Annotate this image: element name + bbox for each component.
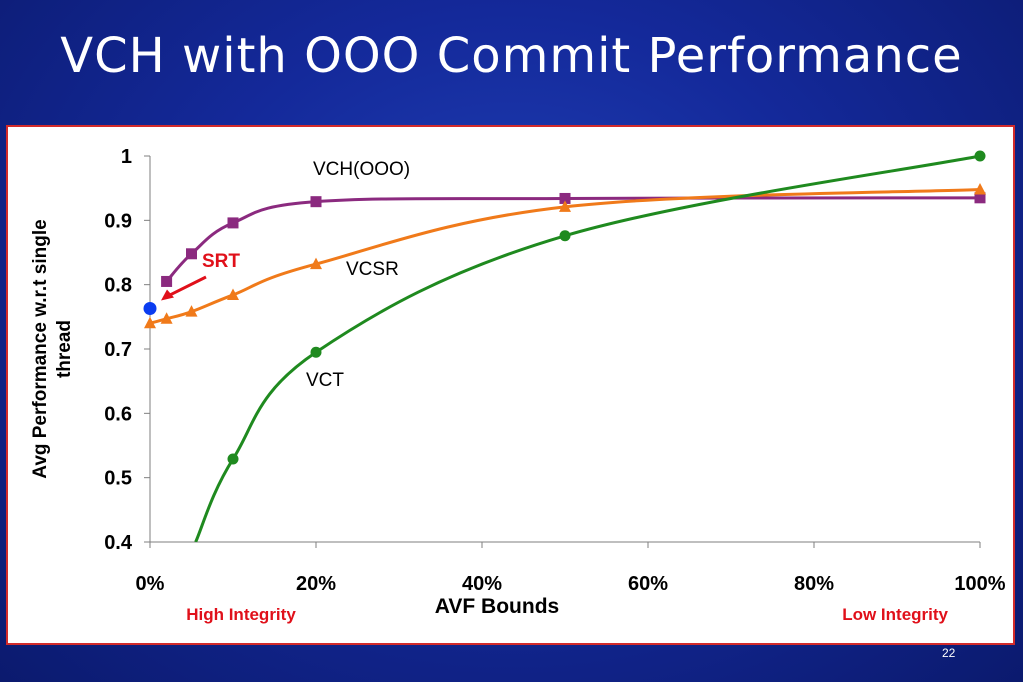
data-point-srt [143, 301, 157, 315]
data-point-vcsr [185, 305, 198, 317]
x-axis-note-right: Low Integrity [842, 605, 948, 624]
data-point-vcsr [160, 312, 173, 324]
data-point-vch-ooo [161, 275, 173, 287]
data-point-vcsr [310, 257, 322, 270]
data-point-vct [227, 453, 239, 465]
x-tick-label: 60% [628, 573, 668, 595]
annotation-vcsr: VCSR [346, 259, 399, 280]
x-axis-note-left: High Integrity [186, 605, 296, 624]
slide-title: VCH with OOO Commit Performance [60, 28, 963, 84]
x-tick-label: 40% [462, 573, 502, 595]
y-tick-label: 1 [121, 146, 132, 168]
data-point-vch-ooo [227, 217, 239, 229]
y-axis-title-line: thread [54, 320, 75, 378]
x-tick-label: 20% [296, 573, 336, 595]
annotation-srt: SRT [202, 251, 240, 272]
data-point-vch-ooo [974, 192, 986, 204]
y-axis-title: Avg Performance w.r.t single thread [30, 219, 75, 478]
data-point-vcsr [144, 316, 156, 329]
y-axis-title-line: Avg Performance w.r.t single [30, 219, 51, 478]
x-tick-label: 100% [954, 573, 1005, 595]
chart-series [150, 154, 981, 542]
x-axis-title: AVF Bounds [435, 595, 559, 618]
series-line-vch-ooo [165, 196, 981, 283]
avf-performance-chart: 0.4 0.5 0.6 0.7 0.8 0.9 1 0% 20% 40% 60% 80% 100% AV… [30, 146, 1006, 624]
data-point-vcsr [974, 182, 986, 195]
data-point-vct [559, 230, 571, 242]
srt-arrow-line [166, 275, 207, 298]
chart-labels: AVF Bounds Avg Performance w.r.t single th… [30, 159, 949, 624]
data-point-vch-ooo [186, 248, 197, 260]
y-tick-label: 0.6 [104, 403, 132, 425]
srt-arrow-head [161, 289, 174, 301]
chart-frame: 0.4 0.5 0.6 0.7 0.8 0.9 1 0% 20% 40% 60% 80% 100% AV… [6, 125, 1015, 645]
y-tick-label: 0.5 [104, 468, 132, 490]
data-point-vct [310, 346, 322, 358]
y-tick-label: 0.9 [104, 210, 132, 232]
data-point-vch-ooo [310, 196, 322, 208]
annotation-vct: VCT [306, 370, 344, 391]
data-point-vcsr [227, 288, 239, 300]
chart-markers [143, 150, 986, 465]
x-tick-label: 0% [136, 573, 165, 595]
x-tick-label: 80% [794, 573, 834, 595]
y-tick-label: 0.7 [104, 339, 132, 361]
y-tick-label: 0.4 [104, 532, 133, 554]
slide-number: 22 [942, 646, 956, 660]
data-point-vcsr [559, 200, 571, 212]
chart-axes: 0.4 0.5 0.6 0.7 0.8 0.9 1 0% 20% 40% 60% 80% 100% [104, 146, 1006, 595]
annotation-vch-ooo: VCH(OOO) [313, 159, 410, 180]
y-tick-label: 0.8 [104, 275, 132, 297]
data-point-vct [974, 150, 986, 162]
data-point-vch-ooo [559, 192, 571, 204]
